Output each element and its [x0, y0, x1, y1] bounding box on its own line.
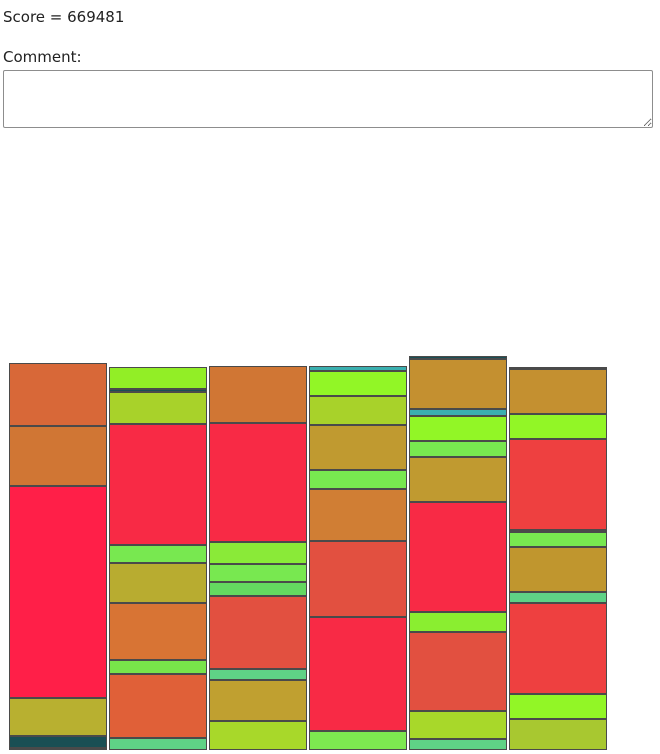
block	[9, 426, 107, 486]
block	[109, 389, 207, 392]
block	[109, 603, 207, 660]
block	[409, 416, 507, 441]
block	[109, 738, 207, 750]
block	[509, 532, 607, 547]
block	[209, 721, 307, 750]
block	[509, 367, 607, 369]
comment-label: Comment:	[3, 48, 82, 66]
block	[109, 674, 207, 738]
block	[209, 542, 307, 564]
comment-input[interactable]	[3, 70, 653, 128]
block	[509, 694, 607, 719]
block	[109, 424, 207, 545]
block	[209, 680, 307, 721]
score-value: 669481	[67, 8, 125, 26]
block	[409, 359, 507, 409]
block	[109, 367, 207, 389]
block	[509, 592, 607, 603]
score-label: Score	[3, 8, 46, 26]
block	[309, 731, 407, 750]
block	[509, 603, 607, 694]
block	[409, 632, 507, 711]
score-readout: Score = 669481	[3, 8, 125, 26]
block	[409, 612, 507, 632]
block	[409, 457, 507, 502]
block	[309, 371, 407, 396]
block	[9, 486, 107, 698]
block	[109, 563, 207, 603]
block	[309, 489, 407, 541]
block	[309, 617, 407, 731]
block	[209, 596, 307, 669]
block	[109, 545, 207, 563]
block	[509, 530, 607, 532]
block	[209, 366, 307, 423]
block	[509, 439, 607, 530]
block	[309, 366, 407, 371]
block	[409, 739, 507, 750]
block	[409, 409, 507, 416]
block	[509, 719, 607, 750]
block	[9, 363, 107, 426]
block	[9, 698, 107, 736]
block	[209, 564, 307, 582]
block	[409, 441, 507, 457]
block	[9, 736, 107, 748]
block	[409, 356, 507, 359]
block	[409, 711, 507, 739]
block	[209, 582, 307, 596]
block	[9, 748, 107, 750]
block	[409, 502, 507, 612]
block	[209, 669, 307, 680]
block	[109, 660, 207, 674]
block	[109, 392, 207, 424]
block	[309, 541, 407, 617]
block	[309, 470, 407, 489]
block	[309, 396, 407, 425]
block	[509, 547, 607, 592]
block	[209, 423, 307, 542]
block	[509, 414, 607, 439]
block	[509, 369, 607, 414]
block	[309, 425, 407, 470]
